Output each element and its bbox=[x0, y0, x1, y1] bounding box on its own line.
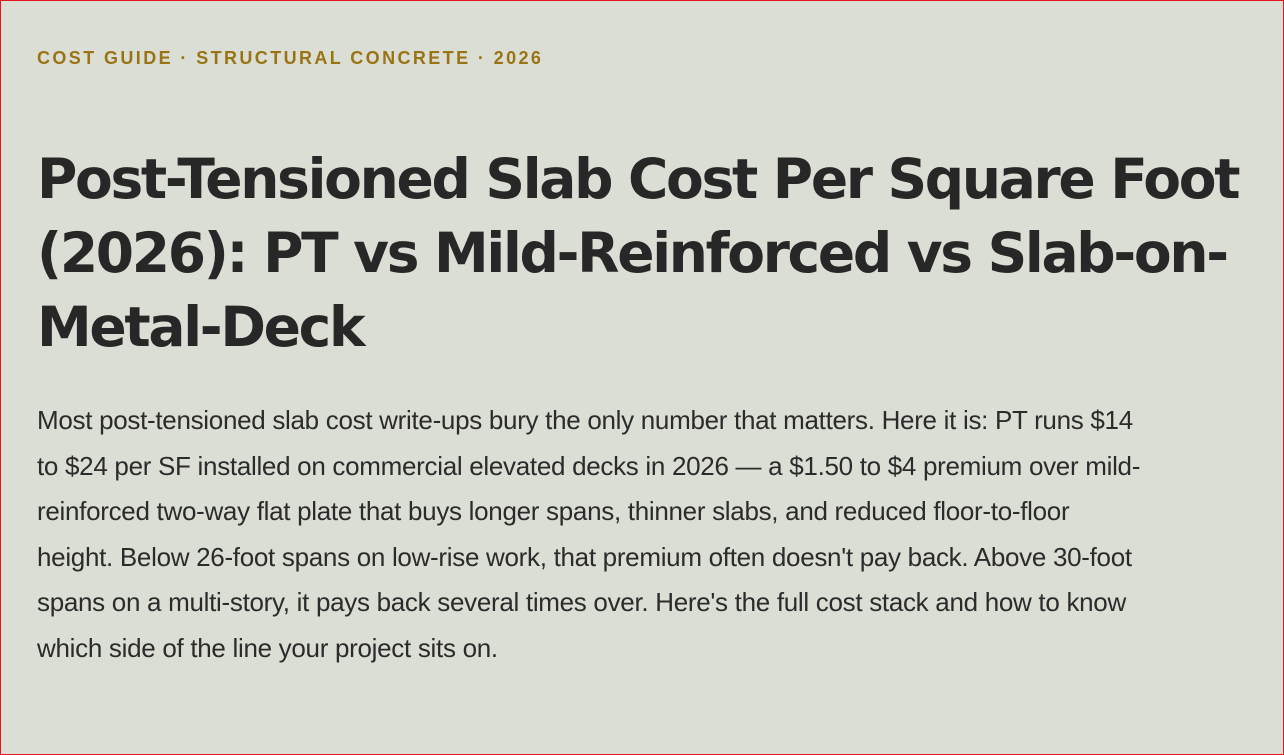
article-title: Post-Tensioned Slab Cost Per Square Foot… bbox=[37, 147, 1241, 359]
article-eyebrow: COST GUIDE · STRUCTURAL CONCRETE · 2026 bbox=[37, 48, 544, 68]
article-intro: Most post-tensioned slab cost write-ups … bbox=[37, 405, 1141, 663]
